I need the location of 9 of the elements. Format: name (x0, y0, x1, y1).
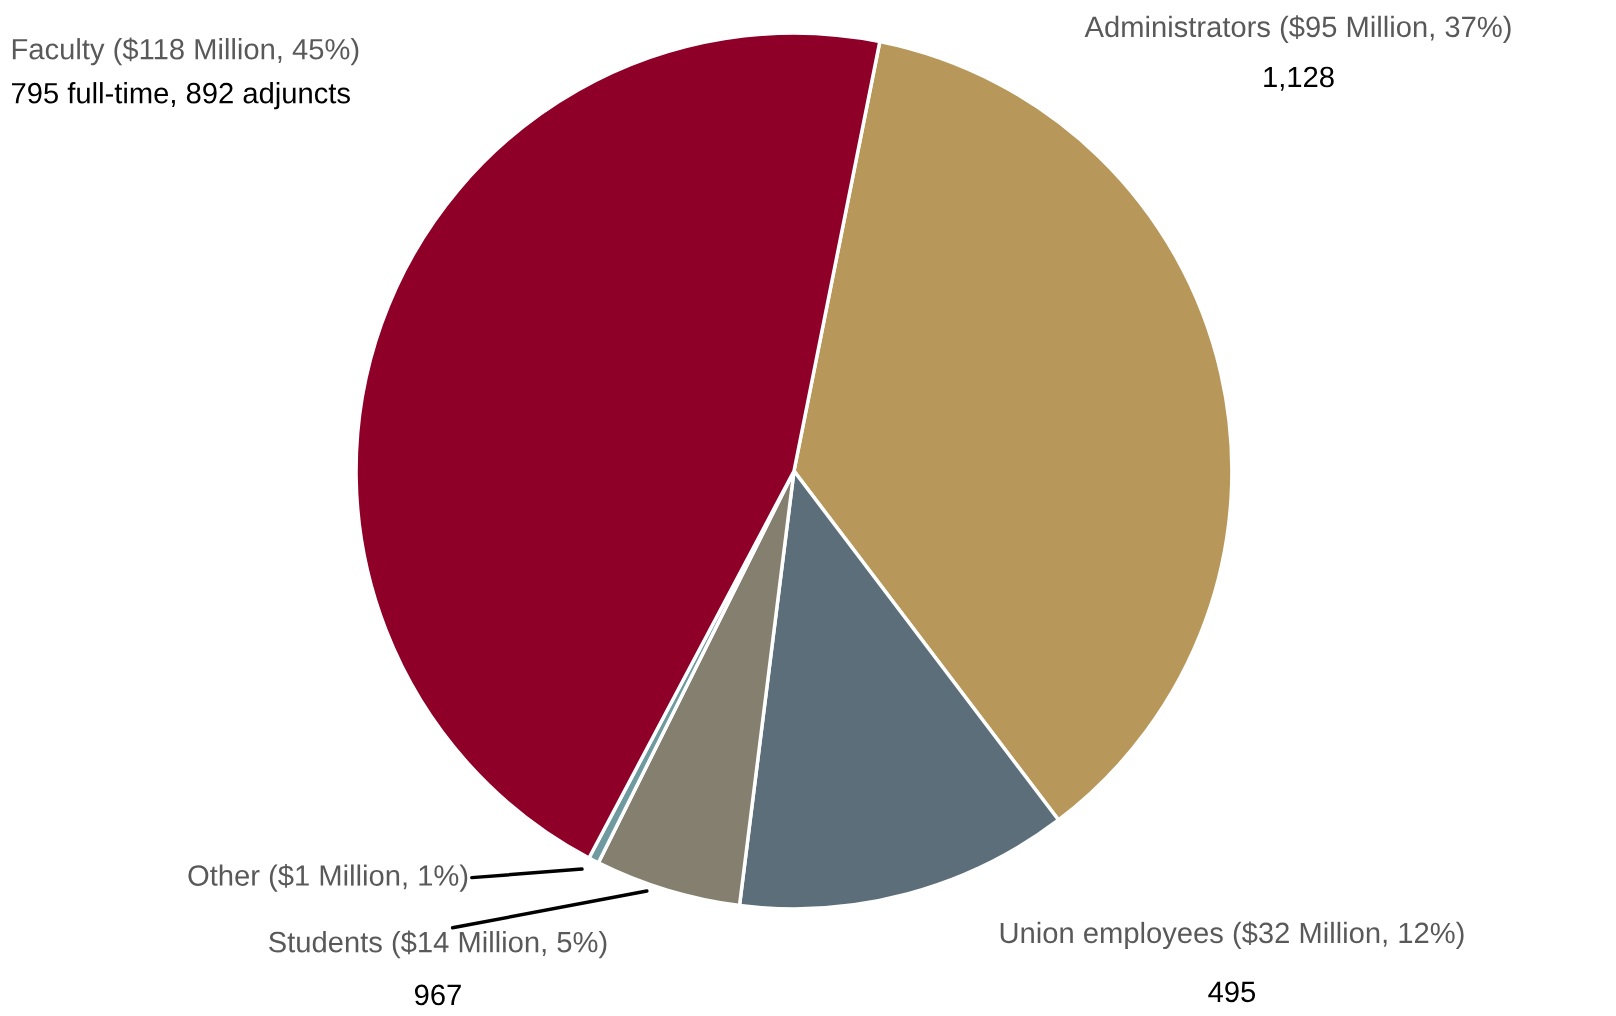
slice-label: Union employees ($32 Million, 12%) (1000, 921, 1464, 950)
slice-label: Administrators ($95 Million, 37%) (1084, 15, 1511, 43)
text: 1,128 (1264, 66, 1334, 91)
slice-label: Faculty ($118 Million, 45%) (12, 37, 359, 66)
slice-label: Students ($14 Million, 5%) (269, 930, 607, 959)
text: 967 (414, 984, 461, 1006)
text: 795 full-time, 892 adjuncts (12, 82, 350, 110)
slice-label: Other ($1 Million, 1%) (188, 864, 468, 892)
text: 495 (1208, 981, 1256, 1003)
